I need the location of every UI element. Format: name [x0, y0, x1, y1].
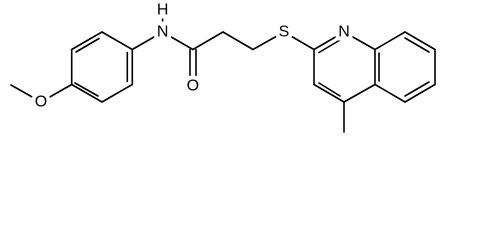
- molecule-diagram: O H N O S N: [10, 0, 436, 133]
- atom-label: H: [157, 2, 169, 19]
- atom-label: O: [35, 94, 47, 111]
- atom-label: S: [279, 24, 290, 41]
- atom-label: N: [157, 24, 169, 41]
- atom-labels: O H N O S N: [31, 0, 354, 115]
- atom-label: N: [338, 24, 350, 41]
- atom-label: O: [187, 78, 199, 95]
- bonds: [10, 11, 436, 133]
